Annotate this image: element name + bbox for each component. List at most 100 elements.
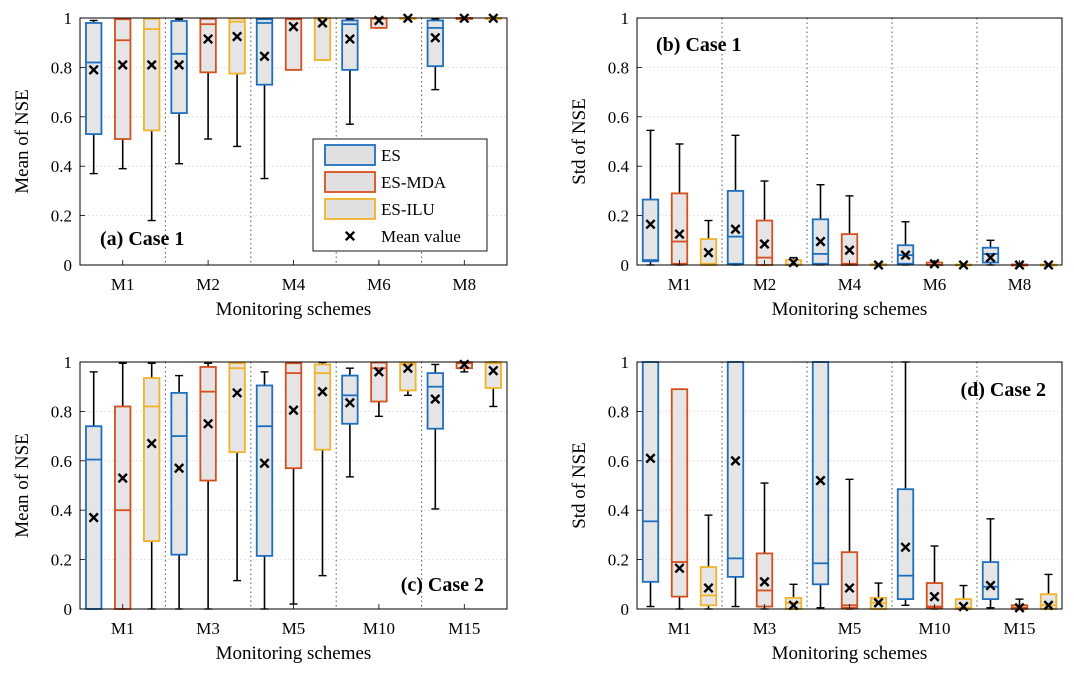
legend-swatch	[324, 144, 376, 166]
y-axis-label: Std of NSE	[569, 442, 590, 529]
box-es-mda-m1	[114, 17, 132, 170]
legend-swatch	[324, 171, 376, 193]
mean-marker	[259, 458, 270, 469]
box-body	[426, 372, 444, 430]
box-es-m15	[426, 363, 444, 510]
x-tick-label: M2	[196, 275, 220, 294]
mean-marker	[88, 64, 99, 75]
mean-marker	[844, 582, 855, 594]
mean-marker	[730, 455, 741, 466]
box-body	[199, 17, 217, 74]
box-body	[143, 377, 161, 542]
mean-marker	[344, 33, 355, 45]
panel-label: (a) Case 1	[100, 228, 184, 250]
box-body	[484, 361, 502, 389]
box-es-m2	[170, 18, 188, 165]
y-tick-label: 0.4	[51, 501, 73, 520]
box-es-m2	[726, 134, 745, 266]
box-body	[284, 362, 303, 470]
x-tick-label: M5	[282, 619, 306, 638]
box-body	[755, 552, 774, 608]
box-body	[896, 488, 915, 601]
box-es-m15	[981, 518, 1000, 609]
box-body	[114, 405, 132, 610]
legend-item-es-mda: ES-MDA	[324, 171, 447, 193]
x-tick-label: M3	[196, 619, 220, 638]
x-tick-label: M1	[668, 619, 692, 638]
mean-marker	[259, 51, 270, 62]
axes-frame	[79, 17, 508, 266]
x-tick-label: M1	[111, 275, 135, 294]
box-es-m5	[811, 361, 830, 609]
mean-marker	[174, 59, 185, 70]
panel-label: (b) Case 1	[656, 34, 742, 56]
mean-marker	[88, 512, 99, 523]
box-body	[255, 18, 274, 86]
x-tick-label: M4	[838, 275, 862, 294]
box-es-m4	[255, 17, 274, 180]
box-es-m10	[341, 367, 359, 478]
box-body	[341, 374, 359, 425]
box-body	[341, 19, 359, 71]
box-es-m1	[85, 19, 103, 175]
box-body	[85, 22, 103, 135]
legend-label: ES	[381, 146, 401, 165]
y-tick-label: 0.8	[608, 58, 629, 77]
x-tick-label: M5	[838, 619, 862, 638]
y-tick-label: 0.6	[608, 452, 629, 471]
mean-marker	[146, 59, 157, 70]
x-tick-label: M10	[363, 619, 395, 638]
box-body	[170, 20, 188, 114]
box-body	[313, 363, 332, 451]
panel-1: 0 0.2 0.4 0.6 0.8 1 M1 M2 M4 M6 M8 Monitoring schem…	[569, 9, 1063, 320]
mean-marker	[317, 386, 328, 397]
box-es-ilu-m4	[313, 17, 332, 61]
mean-marker	[402, 363, 413, 374]
mean-marker	[174, 463, 185, 474]
panel-3: 0 0.2 0.4 0.6 0.8 1 M1 M3 M5 M10 M15 Monitoring sch…	[569, 353, 1063, 664]
y-tick-label: 0	[621, 256, 630, 275]
y-tick-label: 0	[64, 600, 73, 619]
box-body	[726, 361, 745, 578]
mean-marker	[759, 238, 770, 250]
box-es-mda-m4	[840, 195, 859, 266]
box-es-mda-m2	[199, 17, 217, 140]
axes-frame	[636, 361, 1063, 610]
y-tick-label: 0.6	[608, 108, 629, 127]
x-tick-label: M6	[923, 275, 947, 294]
box-body	[641, 198, 660, 263]
mean-marker	[430, 32, 441, 43]
mean-marker	[488, 365, 499, 376]
x-tick-label: M2	[753, 275, 777, 294]
mean-marker	[146, 438, 157, 449]
mean-marker	[430, 394, 441, 405]
x-tick-label: M8	[452, 275, 476, 294]
box-body	[641, 361, 660, 583]
y-tick-label: 1	[621, 353, 630, 372]
y-tick-label: 0	[64, 256, 73, 275]
mean-marker	[117, 473, 128, 484]
x-tick-label: M3	[753, 619, 777, 638]
legend-label: ES-MDA	[381, 173, 447, 192]
mean-marker	[844, 245, 855, 256]
x-axis-label: Monitoring schemes	[772, 643, 928, 664]
legend-item-es: ES	[324, 144, 401, 166]
box-body	[726, 189, 745, 265]
x-axis-label: Monitoring schemes	[772, 299, 928, 320]
box-body	[228, 362, 246, 454]
mean-marker	[759, 576, 770, 587]
box-es-m8	[426, 18, 444, 91]
y-tick-label: 0.4	[608, 157, 630, 176]
legend-label: ES-ILU	[381, 200, 435, 219]
box-body	[981, 561, 1000, 601]
legend-item-es-ilu: ES-ILU	[324, 198, 435, 220]
mean-marker	[645, 453, 656, 464]
y-tick-label: 1	[64, 9, 73, 28]
mean-marker	[317, 17, 328, 28]
mean-marker	[815, 475, 826, 486]
panels: 0 0.2 0.4 0.6 0.8 1 M1 M2 M4 M6 M8 Monitoring schem…	[12, 9, 1063, 664]
mean-marker	[730, 224, 741, 235]
y-tick-label: 0.4	[51, 157, 73, 176]
y-tick-label: 0.8	[51, 402, 72, 421]
